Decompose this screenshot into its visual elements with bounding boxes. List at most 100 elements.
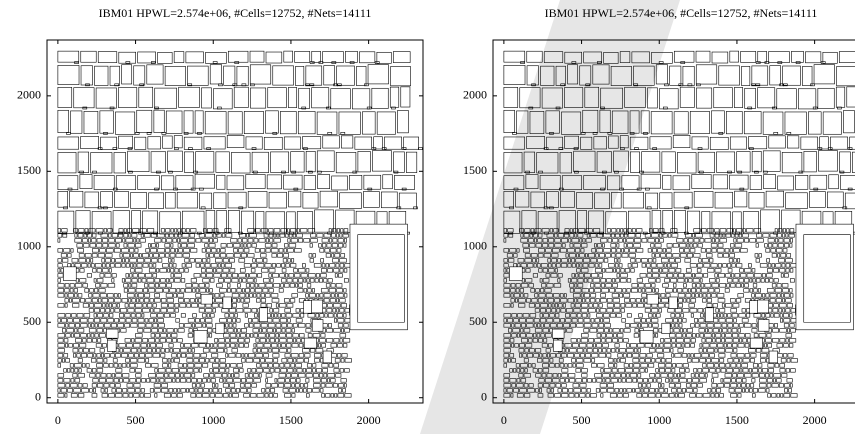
cell xyxy=(717,152,735,172)
cell xyxy=(276,324,281,328)
cell xyxy=(138,319,144,323)
cell xyxy=(717,344,723,348)
cell xyxy=(606,339,612,343)
cell xyxy=(607,309,613,313)
cell xyxy=(642,152,660,172)
cell xyxy=(613,329,619,333)
cell xyxy=(767,269,772,273)
cell xyxy=(271,294,278,298)
cell xyxy=(321,259,324,263)
cell xyxy=(636,299,640,303)
cell xyxy=(214,254,219,258)
cell xyxy=(767,334,771,338)
cell xyxy=(740,359,742,363)
cell xyxy=(280,339,286,343)
cell xyxy=(113,359,117,363)
cell xyxy=(241,299,244,303)
cell xyxy=(640,354,646,358)
cell xyxy=(589,304,592,308)
cell xyxy=(163,264,169,268)
cell xyxy=(341,229,343,233)
cell xyxy=(290,299,295,303)
cell xyxy=(276,339,279,343)
cell xyxy=(206,284,209,288)
cell xyxy=(323,136,340,148)
cell xyxy=(325,249,329,253)
cell xyxy=(134,384,140,388)
cell xyxy=(767,289,774,293)
cell xyxy=(744,279,748,283)
cell xyxy=(214,274,221,278)
cell xyxy=(71,314,76,318)
cell xyxy=(324,299,329,303)
cell xyxy=(82,389,89,393)
cell xyxy=(129,304,134,308)
cell xyxy=(146,249,150,253)
cell xyxy=(322,364,328,368)
cell xyxy=(732,379,736,383)
cell xyxy=(762,349,769,353)
cell xyxy=(188,364,194,368)
cell xyxy=(593,349,597,353)
cell xyxy=(827,192,843,208)
cell xyxy=(621,374,625,378)
cell xyxy=(185,324,192,328)
cell xyxy=(196,324,202,328)
cell xyxy=(153,274,157,278)
cell xyxy=(174,279,180,283)
cell xyxy=(744,374,751,378)
cell xyxy=(333,239,337,243)
cell xyxy=(607,229,610,233)
cell xyxy=(67,369,70,373)
cell xyxy=(618,259,620,263)
cell xyxy=(732,329,737,333)
cell xyxy=(65,289,69,293)
cell xyxy=(742,379,746,383)
cell xyxy=(303,369,306,373)
cell xyxy=(266,239,269,243)
cell xyxy=(123,239,125,243)
cell xyxy=(319,374,323,378)
cell xyxy=(206,344,209,348)
cell xyxy=(175,229,177,233)
cell xyxy=(808,112,821,134)
cell xyxy=(595,264,598,268)
cell xyxy=(625,269,630,273)
cell xyxy=(343,339,350,343)
cell xyxy=(78,294,82,298)
cell xyxy=(606,269,613,273)
cell xyxy=(172,369,179,373)
cell xyxy=(115,309,119,313)
cell xyxy=(129,299,131,303)
cell xyxy=(315,279,318,283)
cell xyxy=(791,394,797,398)
cell xyxy=(787,254,791,258)
cell xyxy=(192,379,197,383)
cell xyxy=(587,349,592,353)
cell xyxy=(283,389,288,393)
cell xyxy=(772,254,776,258)
cell xyxy=(742,389,744,393)
cell xyxy=(394,152,405,172)
cell xyxy=(742,364,748,368)
cell xyxy=(123,254,129,258)
cell xyxy=(721,314,723,318)
cell xyxy=(306,294,309,298)
cell xyxy=(647,264,651,268)
cell xyxy=(171,269,174,273)
cell xyxy=(122,279,124,283)
cell xyxy=(73,304,79,308)
cell xyxy=(250,88,265,108)
cell xyxy=(628,244,633,248)
cell xyxy=(145,259,151,263)
cell xyxy=(303,192,318,208)
cell xyxy=(250,51,264,62)
cell xyxy=(106,304,108,308)
cell xyxy=(401,87,410,107)
cell xyxy=(584,349,586,353)
cell xyxy=(738,374,744,378)
cell xyxy=(119,229,123,233)
cell xyxy=(770,66,781,85)
cell xyxy=(131,324,137,328)
cell xyxy=(330,299,335,303)
